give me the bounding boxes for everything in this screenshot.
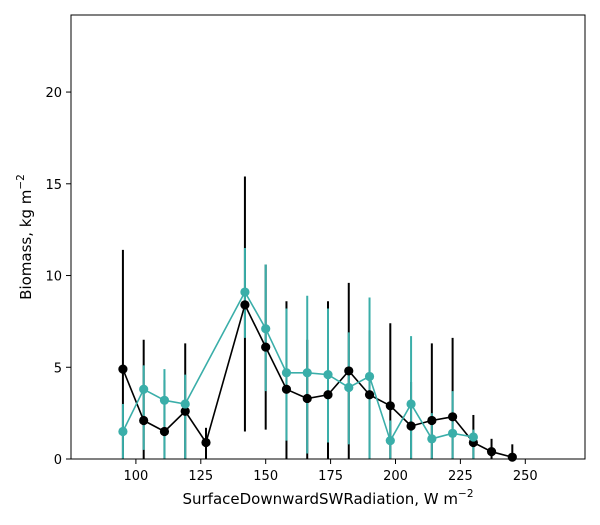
y-axis-label: Biomass, kg m−2	[15, 174, 35, 300]
series-0-point-18	[507, 452, 517, 462]
x-axis-label-exponent: −2	[458, 488, 473, 500]
series-0-point-9	[323, 390, 333, 400]
x-axis-ticks: 100 125 150 175 200 225 250	[123, 459, 538, 484]
series-1-point-13	[427, 434, 437, 444]
series-0-point-8	[302, 393, 312, 404]
series-0-point-3	[180, 406, 190, 416]
series-1-point-14	[448, 428, 458, 438]
y-tick-label-3: 15	[45, 178, 62, 193]
y-axis-ticks: 0 5 10 15 20	[45, 86, 71, 468]
series-0-point-12	[385, 401, 395, 411]
series-1-point-11	[385, 436, 395, 446]
series-0-point-2	[159, 426, 170, 437]
series-0-point-17	[486, 447, 497, 457]
series-0-point-13	[406, 421, 416, 431]
plot-frame	[70, 14, 586, 460]
series-0-point-7	[281, 384, 292, 394]
y-tick-label-0: 0	[54, 453, 62, 468]
series-1-point-10	[364, 371, 375, 382]
series-1-point-0	[118, 426, 128, 437]
y-tick-label-2: 10	[45, 270, 62, 285]
series-0-point-14	[427, 415, 437, 426]
series-1-point-12	[406, 399, 416, 409]
series-1-line	[122, 290, 474, 443]
series-1-point-4	[240, 287, 250, 297]
y-tick-label-4: 20	[45, 86, 62, 101]
series-0-point-11	[364, 390, 375, 400]
x-axis-label-text: SurfaceDownwardSWRadiation, W m	[182, 490, 458, 508]
series-0-point-1	[139, 415, 149, 426]
series-1-point-5	[261, 324, 271, 334]
series-1-point-8	[323, 370, 333, 380]
y-tick-label-1: 5	[54, 361, 62, 376]
x-tick-label-2: 150	[253, 469, 278, 484]
x-tick-label-3: 175	[318, 469, 343, 484]
series-1-point-6	[281, 368, 292, 378]
series-0-point-6	[261, 342, 271, 352]
x-tick-label-4: 200	[383, 469, 408, 484]
x-axis-label: SurfaceDownwardSWRadiation, W m−2	[182, 488, 473, 508]
y-axis-label-text: Biomass, kg m	[17, 190, 35, 300]
series-1-point-2	[159, 395, 170, 405]
series-1-point-1	[139, 384, 149, 394]
series-0-point-4	[201, 437, 211, 448]
series-markers	[118, 287, 517, 462]
x-tick-label-1: 125	[188, 469, 213, 484]
series-1-point-9	[344, 382, 354, 393]
series-0-point-10	[344, 366, 354, 376]
series-0-point-0	[118, 364, 128, 374]
x-tick-label-0: 100	[123, 469, 148, 484]
series-1-point-7	[302, 368, 312, 378]
series-0-point-5	[240, 300, 250, 310]
series-0-point-15	[448, 412, 458, 422]
series-1-point-3	[180, 399, 190, 409]
series-1-point-15	[468, 432, 478, 442]
x-tick-label-6: 250	[513, 469, 538, 484]
x-tick-label-5: 225	[448, 469, 473, 484]
y-axis-label-exponent: −2	[15, 174, 27, 189]
